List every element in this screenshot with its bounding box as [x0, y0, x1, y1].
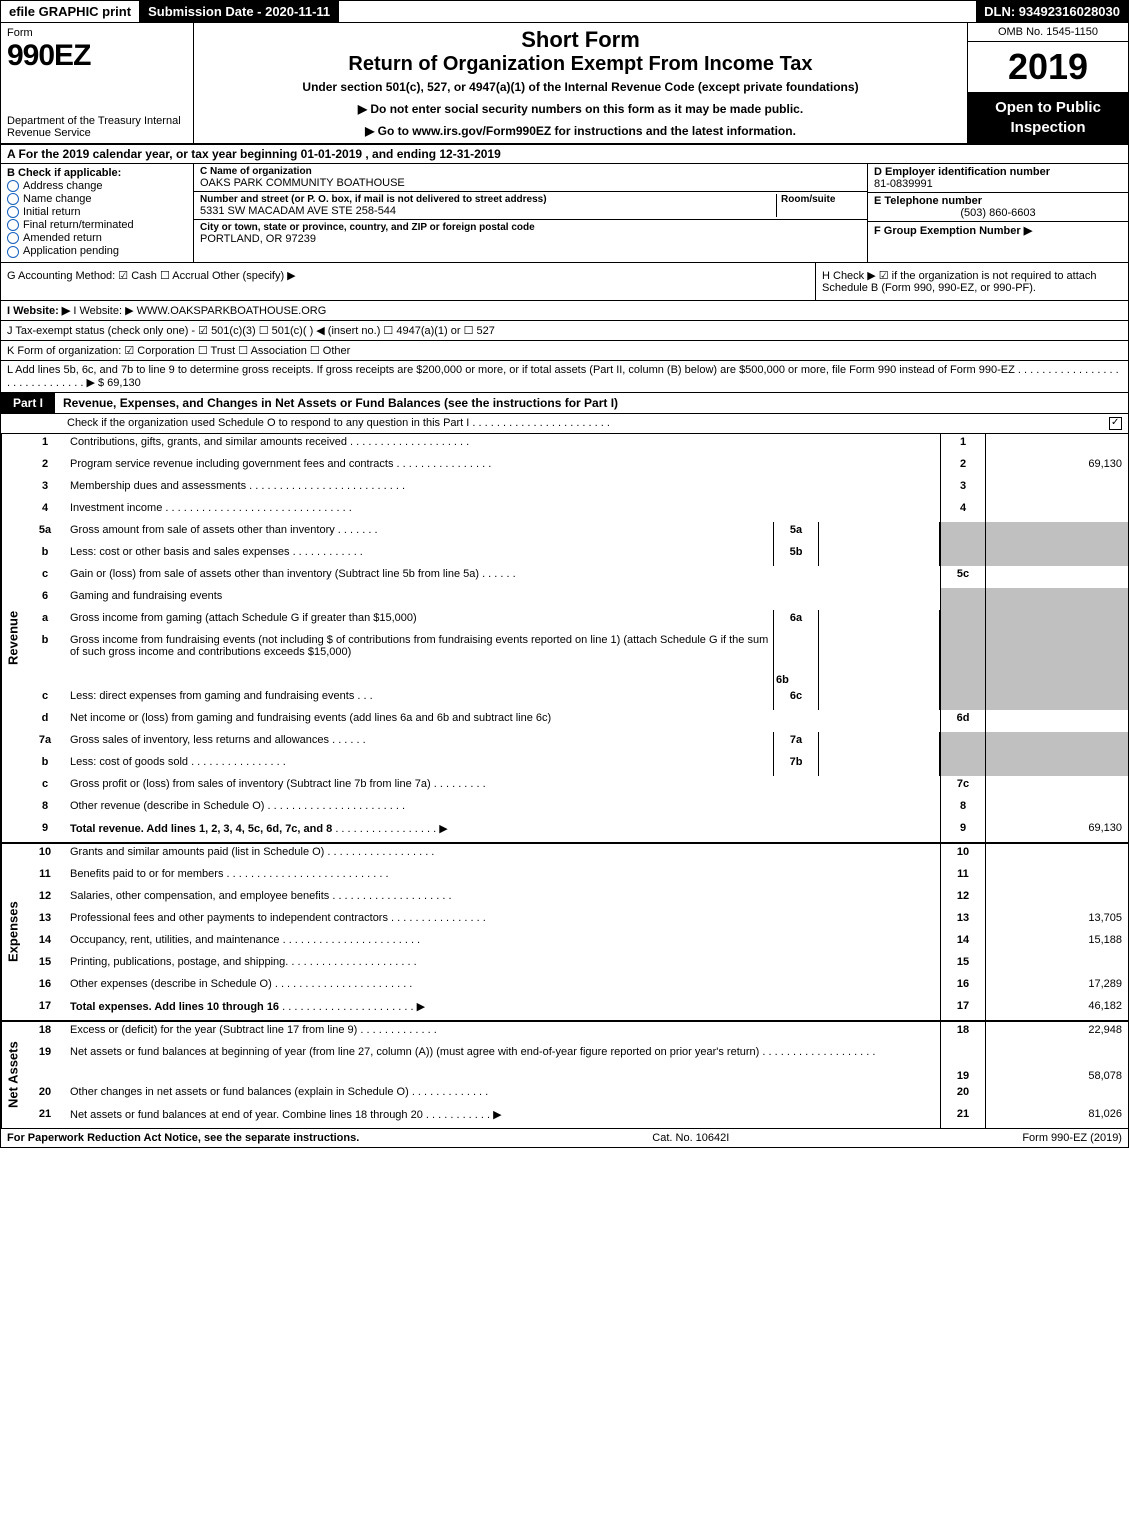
header-right: OMB No. 1545-1150 2019 Open to Public In… [967, 23, 1128, 143]
city-label: City or town, state or province, country… [200, 222, 861, 233]
line-3: 3 Membership dues and assessments . . . … [24, 478, 1128, 500]
line-1: 1 Contributions, gifts, grants, and simi… [24, 434, 1128, 456]
col-c-org-info: C Name of organization OAKS PARK COMMUNI… [194, 164, 867, 262]
row-g-h: G Accounting Method: ☑ Cash ☐ Accrual Ot… [0, 263, 1129, 301]
page-footer: For Paperwork Reduction Act Notice, see … [0, 1129, 1129, 1148]
part-1-check-text: Check if the organization used Schedule … [7, 417, 1109, 430]
line-20: 20 Other changes in net assets or fund b… [24, 1084, 1128, 1106]
line-2: 2 Program service revenue including gove… [24, 456, 1128, 478]
part-1-tab: Part I [1, 393, 55, 413]
opt-application-pending[interactable]: Application pending [7, 245, 187, 257]
part-1-checkbox[interactable] [1109, 417, 1122, 430]
line-18: 18 Excess or (deficit) for the year (Sub… [24, 1022, 1128, 1044]
addr: 5331 SW MACADAM AVE STE 258-544 [200, 205, 776, 217]
part-1-check-row: Check if the organization used Schedule … [0, 414, 1129, 434]
org-name: OAKS PARK COMMUNITY BOATHOUSE [200, 177, 861, 189]
line-21: 21 Net assets or fund balances at end of… [24, 1106, 1128, 1128]
line-16: 16 Other expenses (describe in Schedule … [24, 976, 1128, 998]
room-label: Room/suite [781, 194, 861, 205]
paperwork-notice: For Paperwork Reduction Act Notice, see … [7, 1132, 359, 1144]
return-title: Return of Organization Exempt From Incom… [204, 53, 957, 76]
omb-number: OMB No. 1545-1150 [968, 23, 1128, 42]
opt-final-return[interactable]: Final return/terminated [7, 219, 187, 231]
line-9: 9 Total revenue. Add lines 1, 2, 3, 4, 5… [24, 820, 1128, 842]
col-b-checkboxes: B Check if applicable: Address change Na… [1, 164, 194, 262]
line-10: 10 Grants and similar amounts paid (list… [24, 844, 1128, 866]
open-to-public: Open to Public Inspection [968, 92, 1128, 143]
tax-year: 2019 [968, 42, 1128, 92]
line-7b: b Less: cost of goods sold . . . . . . .… [24, 754, 1128, 776]
line-5b: b Less: cost or other basis and sales ex… [24, 544, 1128, 566]
line-6c: c Less: direct expenses from gaming and … [24, 688, 1128, 710]
topbar-spacer [339, 1, 976, 22]
goto-link[interactable]: ▶ Go to www.irs.gov/Form990EZ for instru… [204, 124, 957, 138]
line-5c: c Gain or (loss) from sale of assets oth… [24, 566, 1128, 588]
website-link[interactable]: I Website: ▶ WWW.OAKSPARKBOATHOUSE.ORG [73, 305, 326, 317]
ein: 81-0839991 [874, 178, 1122, 190]
dln: DLN: 93492316028030 [976, 1, 1128, 22]
group-exemption-label: F Group Exemption Number ▶ [874, 224, 1122, 237]
col-b-title: B Check if applicable: [7, 167, 187, 179]
header-left: Form 990EZ Department of the Treasury In… [1, 23, 194, 143]
line-11: 11 Benefits paid to or for members . . .… [24, 866, 1128, 888]
line-13: 13 Professional fees and other payments … [24, 910, 1128, 932]
line-12: 12 Salaries, other compensation, and emp… [24, 888, 1128, 910]
ein-label: D Employer identification number [874, 166, 1122, 178]
line-6: 6 Gaming and fundraising events [24, 588, 1128, 610]
website-label: I Website: ▶ [7, 305, 73, 317]
opt-amended-return[interactable]: Amended return [7, 232, 187, 244]
block-b-through-f: B Check if applicable: Address change Na… [0, 164, 1129, 263]
opt-initial-return[interactable]: Initial return [7, 206, 187, 218]
city: PORTLAND, OR 97239 [200, 233, 861, 245]
side-label-net-assets: Net Assets [1, 1022, 24, 1128]
gross-receipts: L Add lines 5b, 6c, and 7b to line 9 to … [0, 361, 1129, 393]
line-6d: d Net income or (loss) from gaming and f… [24, 710, 1128, 732]
line-19: 19 Net assets or fund balances at beginn… [24, 1044, 1128, 1084]
col-d-e-f: D Employer identification number 81-0839… [867, 164, 1128, 262]
org-name-label: C Name of organization [200, 166, 861, 177]
form-number: 990EZ [7, 39, 187, 73]
opt-name-change[interactable]: Name change [7, 193, 187, 205]
header-center: Short Form Return of Organization Exempt… [194, 23, 967, 143]
department: Department of the Treasury Internal Reve… [7, 115, 187, 139]
line-6b: b Gross income from fundraising events (… [24, 632, 1128, 688]
side-label-expenses: Expenses [1, 844, 24, 1020]
line-5a: 5a Gross amount from sale of assets othe… [24, 522, 1128, 544]
website-row: I Website: ▶ I Website: ▶ WWW.OAKSPARKBO… [0, 301, 1129, 321]
do-not-enter: ▶ Do not enter social security numbers o… [204, 102, 957, 116]
phone: (503) 860-6603 [874, 207, 1122, 219]
phone-label: E Telephone number [874, 195, 1122, 207]
row-a-tax-year: A For the 2019 calendar year, or tax yea… [0, 145, 1129, 164]
part-1-header: Part I Revenue, Expenses, and Changes in… [0, 393, 1129, 414]
form-990ez-page: efile GRAPHIC print Submission Date - 20… [0, 0, 1129, 1148]
side-label-revenue: Revenue [1, 434, 24, 842]
form-header: Form 990EZ Department of the Treasury In… [0, 23, 1129, 145]
under-section: Under section 501(c), 527, or 4947(a)(1)… [204, 80, 957, 94]
part-1-title: Revenue, Expenses, and Changes in Net As… [55, 393, 1128, 413]
addr-label: Number and street (or P. O. box, if mail… [200, 194, 776, 205]
form-label: Form [7, 27, 187, 39]
tax-exempt-status: J Tax-exempt status (check only one) - ☑… [0, 321, 1129, 341]
line-7a: 7a Gross sales of inventory, less return… [24, 732, 1128, 754]
accounting-method: G Accounting Method: ☑ Cash ☐ Accrual Ot… [1, 263, 815, 300]
form-of-organization: K Form of organization: ☑ Corporation ☐ … [0, 341, 1129, 361]
financial-table: Revenue 1 Contributions, gifts, grants, … [0, 434, 1129, 1129]
line-4: 4 Investment income . . . . . . . . . . … [24, 500, 1128, 522]
opt-address-change[interactable]: Address change [7, 180, 187, 192]
line-17: 17 Total expenses. Add lines 10 through … [24, 998, 1128, 1020]
short-form-title: Short Form [204, 27, 957, 53]
line-8: 8 Other revenue (describe in Schedule O)… [24, 798, 1128, 820]
form-ref: Form 990-EZ (2019) [1022, 1132, 1122, 1144]
schedule-b-check: H Check ▶ ☑ if the organization is not r… [815, 263, 1128, 300]
cat-no: Cat. No. 10642I [652, 1132, 729, 1144]
line-7c: c Gross profit or (loss) from sales of i… [24, 776, 1128, 798]
line-6a: a Gross income from gaming (attach Sched… [24, 610, 1128, 632]
line-14: 14 Occupancy, rent, utilities, and maint… [24, 932, 1128, 954]
efile-print[interactable]: efile GRAPHIC print [1, 1, 140, 22]
top-bar: efile GRAPHIC print Submission Date - 20… [0, 0, 1129, 23]
submission-date: Submission Date - 2020-11-11 [140, 1, 339, 22]
line-15: 15 Printing, publications, postage, and … [24, 954, 1128, 976]
